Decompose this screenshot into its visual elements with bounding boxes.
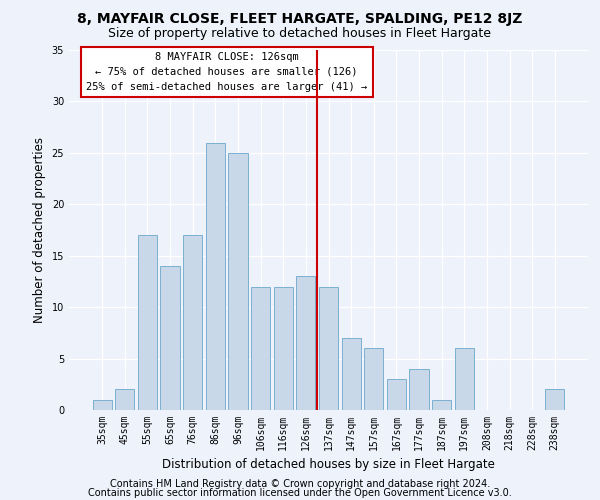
Bar xyxy=(251,286,270,410)
Bar xyxy=(138,235,157,410)
Bar xyxy=(206,142,225,410)
Text: 8, MAYFAIR CLOSE, FLEET HARGATE, SPALDING, PE12 8JZ: 8, MAYFAIR CLOSE, FLEET HARGATE, SPALDIN… xyxy=(77,12,523,26)
Bar xyxy=(115,390,134,410)
Text: Contains HM Land Registry data © Crown copyright and database right 2024.: Contains HM Land Registry data © Crown c… xyxy=(110,479,490,489)
Text: Contains public sector information licensed under the Open Government Licence v3: Contains public sector information licen… xyxy=(88,488,512,498)
Bar xyxy=(455,348,474,410)
Bar xyxy=(341,338,361,410)
Bar xyxy=(319,286,338,410)
Bar xyxy=(432,400,451,410)
Bar xyxy=(545,390,565,410)
Y-axis label: Number of detached properties: Number of detached properties xyxy=(33,137,46,323)
X-axis label: Distribution of detached houses by size in Fleet Hargate: Distribution of detached houses by size … xyxy=(162,458,495,471)
Bar xyxy=(92,400,112,410)
Bar xyxy=(409,369,428,410)
Bar xyxy=(364,348,383,410)
Bar xyxy=(229,153,248,410)
Bar xyxy=(387,379,406,410)
Bar xyxy=(274,286,293,410)
Bar xyxy=(183,235,202,410)
Bar xyxy=(296,276,316,410)
Text: Size of property relative to detached houses in Fleet Hargate: Size of property relative to detached ho… xyxy=(109,28,491,40)
Text: 8 MAYFAIR CLOSE: 126sqm
← 75% of detached houses are smaller (126)
25% of semi-d: 8 MAYFAIR CLOSE: 126sqm ← 75% of detache… xyxy=(86,52,367,92)
Bar xyxy=(160,266,180,410)
